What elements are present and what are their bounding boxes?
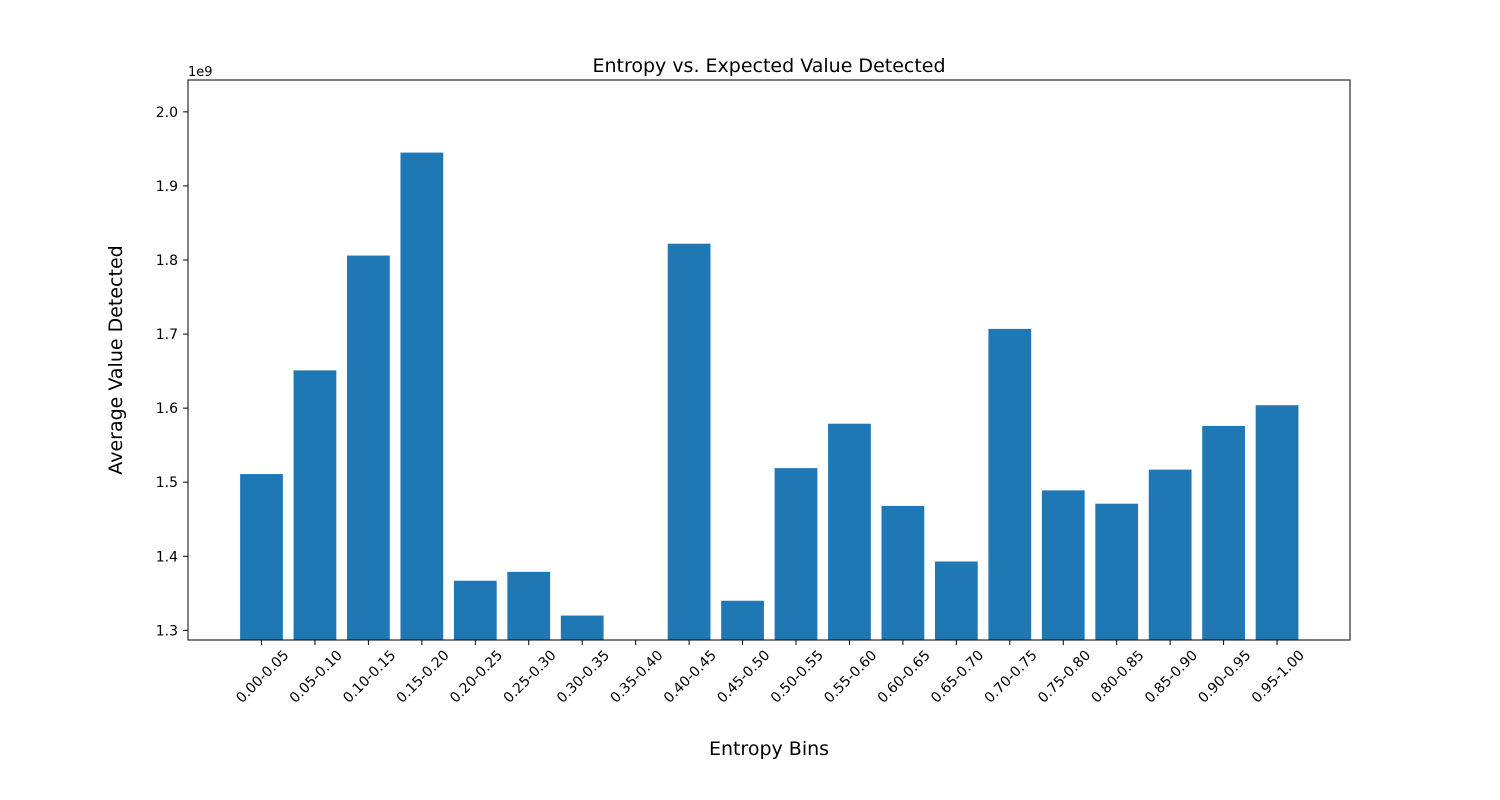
x-tick-label: 0.20-0.25: [447, 648, 506, 707]
x-tick-label: 0.85-0.90: [1142, 648, 1201, 707]
bar-0.15-0.20: [400, 152, 444, 640]
chart-title: Entropy vs. Expected Value Detected: [592, 55, 945, 77]
x-axis-ticks: 0.00-0.050.05-0.100.10-0.150.15-0.200.20…: [233, 640, 1308, 706]
x-tick-label: 0.45-0.50: [714, 648, 773, 707]
x-tick-label: 0.65-0.70: [928, 648, 987, 707]
bar-0.90-0.95: [1202, 425, 1245, 640]
x-tick-label: 0.00-0.05: [233, 648, 292, 707]
y-axis-label: Average Value Detected: [105, 245, 127, 474]
x-tick-label: 0.75-0.80: [1035, 648, 1094, 707]
bar-0.85-0.90: [1148, 469, 1192, 640]
bar-0.55-0.60: [828, 423, 871, 640]
bar-0.60-0.65: [881, 505, 925, 640]
bar-0.40-0.45: [667, 243, 711, 640]
y-tick-label: 1.5: [156, 475, 178, 491]
x-tick-label: 0.40-0.45: [661, 648, 720, 707]
x-tick-label: 0.80-0.85: [1089, 648, 1148, 707]
y-tick-label: 1.4: [156, 549, 178, 565]
x-tick-label: 0.10-0.15: [340, 648, 399, 707]
bar-0.50-0.55: [774, 468, 818, 640]
bar-0.25-0.30: [507, 571, 551, 640]
x-axis-label: Entropy Bins: [709, 738, 829, 760]
bar-0.80-0.85: [1095, 503, 1139, 640]
x-tick-label: 0.35-0.40: [608, 648, 667, 707]
bar-0.00-0.05: [240, 474, 283, 640]
bar-0.75-0.80: [1041, 490, 1085, 640]
x-tick-label: 0.70-0.75: [982, 648, 1041, 707]
bar-0.20-0.25: [453, 580, 497, 640]
x-tick-label: 0.55-0.60: [821, 648, 880, 707]
y-axis-offset-label: 1e9: [188, 65, 213, 80]
x-tick-label: 0.25-0.30: [501, 648, 560, 707]
x-tick-label: 0.95-1.00: [1249, 648, 1308, 707]
x-tick-label: 0.15-0.20: [394, 648, 453, 707]
y-tick-label: 1.3: [156, 623, 178, 639]
x-tick-label: 0.05-0.10: [287, 648, 346, 707]
bar-0.10-0.15: [347, 255, 390, 640]
y-tick-label: 2.0: [156, 105, 178, 121]
x-tick-label: 0.90-0.95: [1195, 648, 1254, 707]
bar-0.65-0.70: [934, 561, 978, 640]
y-tick-label: 1.6: [156, 401, 178, 417]
bar-0.95-1.00: [1255, 405, 1299, 640]
y-axis-ticks: 1.3 1.4 1.5 1.6 1.7 1.8 1.9 2.0: [156, 105, 188, 639]
y-tick-label: 1.9: [156, 179, 178, 195]
bar-0.45-0.50: [721, 600, 764, 640]
bar-0.30-0.35: [560, 615, 604, 640]
bar-0.05-0.10: [293, 370, 337, 640]
x-tick-label: 0.30-0.35: [554, 648, 613, 707]
plot-area-frame: [187, 79, 1351, 641]
y-tick-label: 1.8: [156, 253, 178, 269]
bars-group: [240, 152, 1299, 640]
bar-0.70-0.75: [988, 328, 1032, 640]
y-tick-label: 1.7: [156, 327, 178, 343]
x-tick-label: 0.50-0.55: [768, 648, 827, 707]
x-tick-label: 0.60-0.65: [875, 648, 934, 707]
